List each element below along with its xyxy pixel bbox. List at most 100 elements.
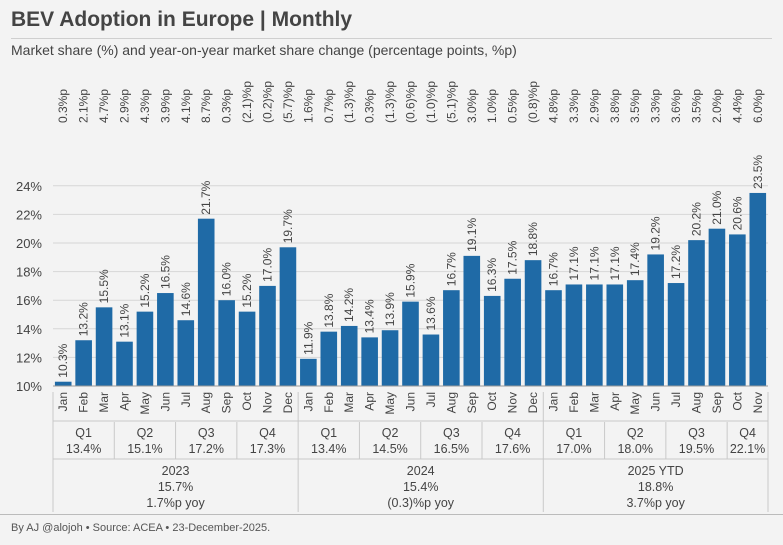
- year-share: 18.8%: [638, 480, 673, 494]
- value-label: 21.7%: [199, 180, 213, 214]
- yoy-label: 2.1%p: [77, 89, 91, 123]
- month-label: May: [138, 392, 152, 415]
- footer-credit: By AJ @alojoh • Source: ACEA • 23-Decemb…: [11, 522, 271, 534]
- value-label: 17.0%: [261, 248, 275, 282]
- value-label: 17.1%: [567, 246, 581, 280]
- yoy-label: 3.3%p: [567, 89, 581, 123]
- bar: [443, 290, 460, 386]
- month-label: Oct: [485, 391, 499, 410]
- value-label: 17.1%: [587, 246, 601, 280]
- yoy-label: 4.1%p: [179, 89, 193, 123]
- quarter-label: Q2: [137, 426, 154, 440]
- quarter-share: 17.2%: [188, 442, 223, 456]
- quarter-share: 16.5%: [434, 442, 469, 456]
- bar: [218, 300, 235, 386]
- quarter-label: Q2: [382, 426, 399, 440]
- yoy-label: 0.3%p: [363, 89, 377, 123]
- yoy-label: 4.7%p: [97, 89, 111, 123]
- month-label: Jun: [158, 392, 172, 411]
- value-label: 17.4%: [628, 242, 642, 276]
- yoy-label: 3.5%p: [628, 89, 642, 123]
- value-label: 15.5%: [97, 269, 111, 303]
- quarter-label: Q1: [320, 426, 337, 440]
- value-label: 21.0%: [710, 190, 724, 224]
- month-label: Sep: [465, 392, 479, 414]
- year-label: 2025 YTD: [628, 464, 684, 478]
- yoy-label: 0.3%p: [56, 89, 70, 123]
- value-label: 15.9%: [404, 263, 418, 297]
- yoy-label: (1.3)%p: [342, 81, 356, 123]
- value-label: 13.9%: [383, 292, 397, 326]
- month-label: Sep: [710, 392, 724, 414]
- y-tick-label: 12%: [16, 350, 42, 365]
- yoy-label: 2.9%p: [118, 89, 132, 123]
- month-label: Jun: [404, 392, 418, 411]
- y-tick-label: 16%: [16, 293, 42, 308]
- bar: [688, 240, 705, 386]
- bar: [361, 337, 378, 386]
- month-label: Aug: [690, 392, 704, 413]
- y-tick-label: 10%: [16, 379, 42, 394]
- bar: [606, 284, 624, 386]
- bar: [586, 284, 603, 386]
- month-label: Mar: [342, 392, 356, 413]
- bar: [54, 381, 72, 386]
- yoy-label: 1.6%p: [301, 89, 315, 123]
- value-label: 13.1%: [118, 303, 132, 337]
- yoy-label: (5.7)%p: [281, 81, 295, 123]
- bar: [524, 260, 542, 386]
- month-label: Jan: [301, 392, 315, 411]
- bar: [749, 192, 767, 386]
- chart-subtitle: Market share (%) and year-on-year market…: [11, 42, 517, 58]
- yoy-label: (0.6)%p: [404, 81, 418, 123]
- value-label: 23.5%: [751, 155, 765, 189]
- quarter-label: Q3: [688, 426, 705, 440]
- quarter-label: Q1: [75, 426, 92, 440]
- bar: [136, 311, 154, 386]
- y-tick-label: 14%: [16, 322, 42, 337]
- yoy-label: 4.8%p: [547, 89, 561, 123]
- bar: [75, 340, 92, 386]
- year-share: 15.4%: [403, 480, 438, 494]
- month-label: Nov: [506, 392, 520, 413]
- month-label: Aug: [444, 392, 458, 413]
- value-label: 15.2%: [138, 273, 152, 307]
- bar: [483, 295, 501, 386]
- bar: [381, 330, 399, 386]
- bar: [340, 325, 358, 386]
- quarter-label: Q2: [627, 426, 644, 440]
- yoy-label: 3.5%p: [690, 89, 704, 123]
- bar: [565, 284, 583, 386]
- value-label: 15.2%: [240, 273, 254, 307]
- value-label: 16.5%: [158, 255, 172, 289]
- month-label: Mar: [97, 392, 111, 413]
- quarter-share: 17.3%: [250, 442, 285, 456]
- month-label: Jun: [649, 392, 663, 411]
- y-tick-label: 24%: [16, 179, 42, 194]
- yoy-label: (2.1)%p: [240, 81, 254, 123]
- bar: [197, 218, 215, 386]
- value-label: 16.0%: [220, 262, 234, 296]
- month-label: Nov: [261, 392, 275, 413]
- chart-title: BEV Adoption in Europe | Monthly: [11, 8, 353, 31]
- quarter-label: Q3: [443, 426, 460, 440]
- quarter-share: 19.5%: [679, 442, 714, 456]
- value-label: 17.2%: [669, 245, 683, 279]
- month-label: Dec: [526, 392, 540, 413]
- year-yoy: 3.7%p yoy: [626, 496, 685, 510]
- yoy-label: 3.3%p: [649, 89, 663, 123]
- value-label: 13.6%: [424, 296, 438, 330]
- month-label: Oct: [730, 391, 744, 410]
- month-label: Feb: [567, 392, 581, 413]
- bar: [708, 228, 726, 386]
- value-label: 19.2%: [649, 216, 663, 250]
- quarter-share: 13.4%: [311, 442, 346, 456]
- bar: [647, 254, 664, 386]
- bar: [157, 293, 174, 386]
- bar: [545, 290, 562, 386]
- value-label: 14.2%: [342, 288, 356, 322]
- quarter-share: 17.6%: [495, 442, 530, 456]
- value-label: 14.6%: [179, 282, 193, 316]
- value-label: 20.6%: [730, 196, 744, 230]
